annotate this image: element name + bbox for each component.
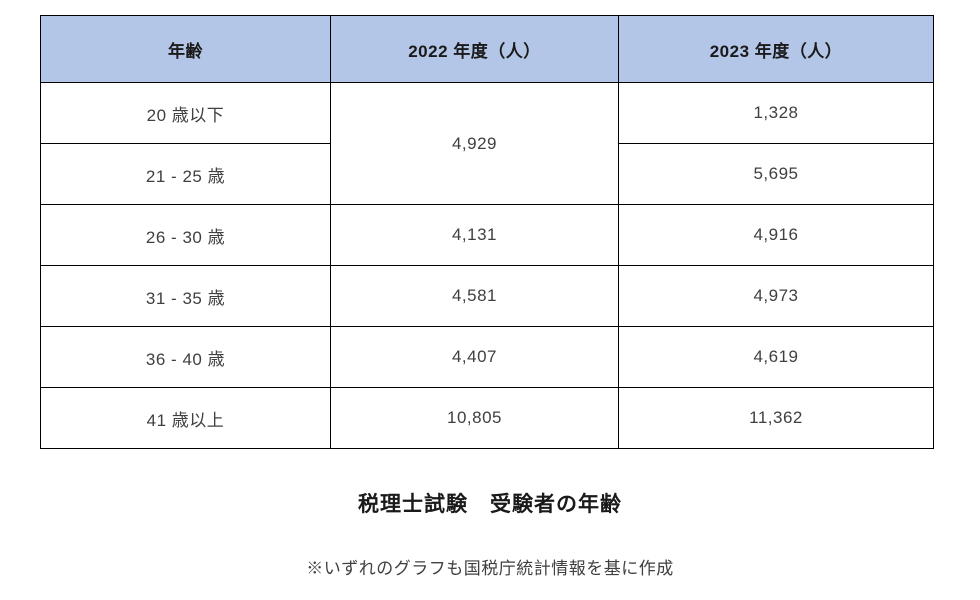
table-row: 31 - 35 歳 4,581 4,973 bbox=[40, 265, 934, 327]
value-cell-2023: 4,916 bbox=[618, 204, 934, 266]
table-row: 20 歳以下 4,929 1,328 bbox=[40, 82, 934, 205]
value-cell-2022: 10,805 bbox=[330, 387, 619, 449]
header-2022: 2022 年度（人） bbox=[330, 15, 619, 83]
table-row: 26 - 30 歳 4,131 4,916 bbox=[40, 204, 934, 266]
age-cell: 41 歳以上 bbox=[40, 387, 331, 449]
age-cell: 20 歳以下 bbox=[40, 82, 331, 144]
header-2023: 2023 年度（人） bbox=[618, 15, 934, 83]
age-cell: 36 - 40 歳 bbox=[40, 326, 331, 388]
value-cell-2023: 11,362 bbox=[618, 387, 934, 449]
table-row: 21 - 25 歳 5,695 bbox=[40, 143, 934, 205]
age-cell: 31 - 35 歳 bbox=[40, 265, 331, 327]
value-cell-2023: 5,695 bbox=[618, 143, 934, 205]
value-cell-2023: 4,619 bbox=[618, 326, 934, 388]
table-header-row: 年齢 2022 年度（人） 2023 年度（人） bbox=[40, 15, 934, 83]
value-cell-2022: 4,581 bbox=[330, 265, 619, 327]
value-cell-2023: 4,973 bbox=[618, 265, 934, 327]
value-cell-2022-merged: 4,929 bbox=[330, 82, 619, 205]
table-row: 36 - 40 歳 4,407 4,619 bbox=[40, 326, 934, 388]
value-cell-2022: 4,131 bbox=[330, 204, 619, 266]
age-table: 年齢 2022 年度（人） 2023 年度（人） 20 歳以下 4,929 1,… bbox=[40, 15, 934, 449]
table-row: 41 歳以上 10,805 11,362 bbox=[40, 387, 934, 449]
header-age: 年齢 bbox=[40, 15, 331, 83]
source-note: ※いずれのグラフも国税庁統計情報を基に作成 bbox=[306, 559, 674, 578]
age-cell: 21 - 25 歳 bbox=[40, 143, 331, 205]
age-cell: 26 - 30 歳 bbox=[40, 204, 331, 266]
value-cell-2023: 1,328 bbox=[618, 82, 934, 144]
value-cell-2022: 4,407 bbox=[330, 326, 619, 388]
chart-title: 税理士試験 受験者の年齢 bbox=[358, 493, 622, 516]
